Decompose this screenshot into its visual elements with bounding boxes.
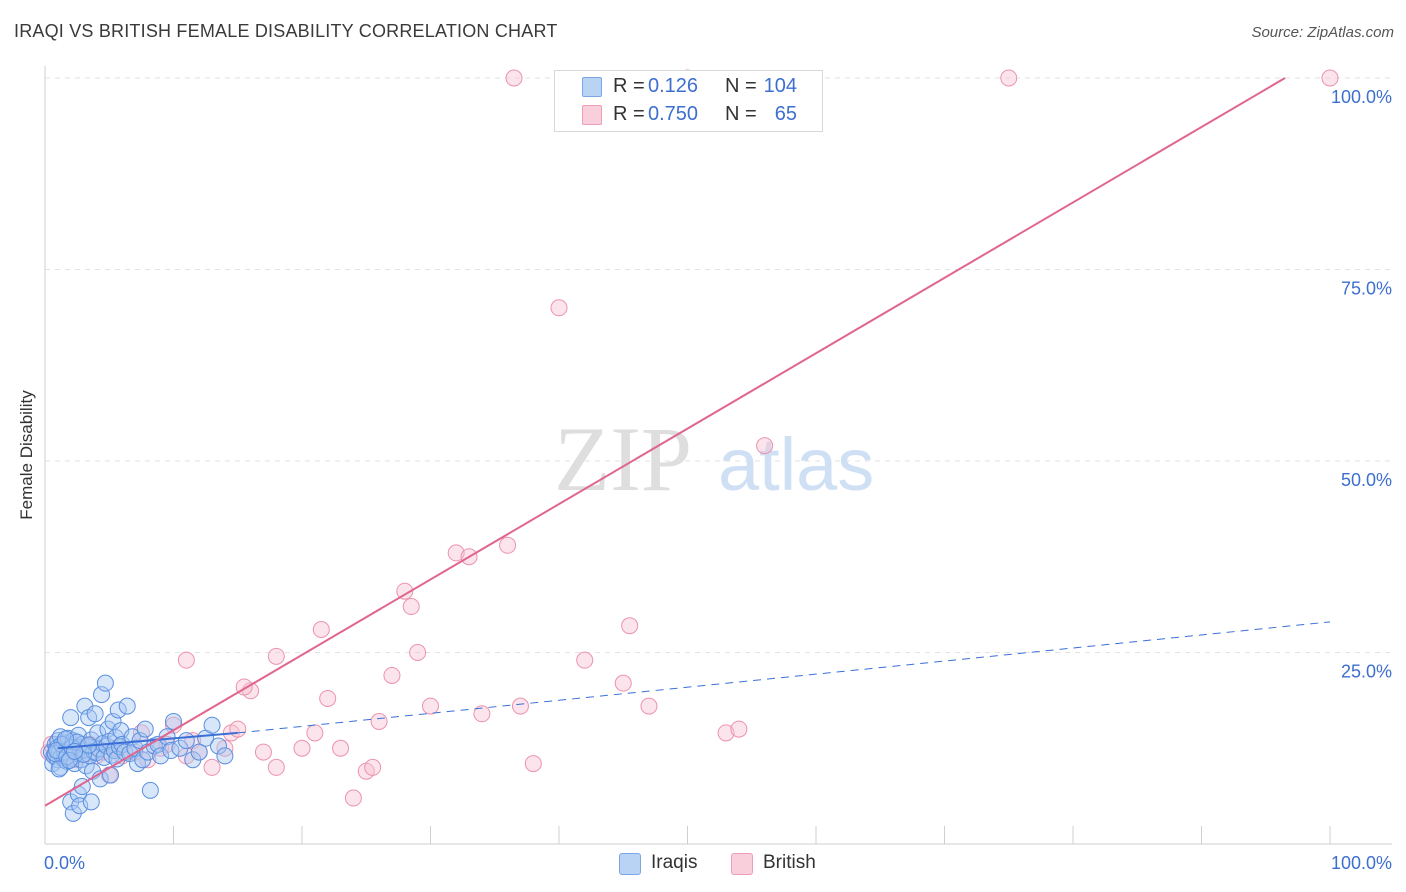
data-point-british [293,739,311,757]
legend-r-label: R = [613,103,645,125]
data-point-british [505,69,523,87]
data-point-british [1000,69,1018,87]
y-tick-label: 75.0% [1341,279,1392,299]
legend-swatch-iraqis [582,77,602,97]
data-point-british [254,743,272,761]
watermark-atlas: atlas [718,423,874,506]
data-point-iraqis [209,737,227,755]
legend-r-label: R = [613,75,645,97]
data-point-iraqis [118,697,136,715]
trend-line-iraqis [237,621,1331,734]
data-point-british [499,536,517,554]
data-point-iraqis [82,793,100,811]
data-point-iraqis [190,743,208,761]
y-tick-label: 50.0% [1341,470,1392,490]
source-label: Source: ZipAtlas.com [1251,24,1394,41]
legend-row-british: R = 0.750 N = 65 [555,101,822,129]
data-point-british [267,647,285,665]
data-point-iraqis [109,701,127,719]
data-point-british [550,299,568,317]
x-tick-label: 100.0% [1331,853,1392,873]
data-point-iraqis [216,747,234,765]
legend-swatch-iraqis [619,853,641,875]
data-point-british [511,697,529,715]
gridlines [45,77,1392,653]
axes [44,66,1392,845]
data-point-british [332,739,350,757]
watermark: ZIP atlas [554,408,874,510]
data-point-british [364,758,382,776]
legend-label-british: British [763,852,816,873]
data-point-iraqis [86,705,104,723]
data-point-iraqis [177,732,195,750]
legend-n-value: 65 [774,103,797,125]
chart-title: IRAQI VS BRITISH FEMALE DISABILITY CORRE… [14,21,558,41]
trend-lines [44,77,1331,807]
legend-n-label: N = [725,103,757,125]
data-point-british [177,651,195,669]
data-point-british [576,651,594,669]
data-point-british [306,724,324,742]
legend-r-value: 0.750 [648,103,699,125]
data-point-british [319,689,337,707]
trend-line-iraqis [57,731,238,750]
data-point-iraqis [141,781,159,799]
tick-labels: 25.0% 50.0% 75.0% 100.0% 0.0% 100.0% [44,87,1392,873]
series-iraqis [42,674,234,822]
data-point-british [524,755,542,773]
legend-swatch-british [731,853,753,875]
data-point-british [409,644,427,661]
data-point-iraqis [203,716,221,734]
y-tick-label: 25.0% [1341,662,1392,682]
data-point-british [621,617,639,635]
data-point-iraqis [62,709,80,727]
data-point-iraqis [93,686,111,704]
data-point-british [370,712,388,730]
legend-swatch-british [582,105,602,125]
data-point-british [447,544,465,562]
data-point-british [730,720,748,738]
data-point-british [396,582,414,600]
data-point-british [203,758,221,776]
x-tick-label: 0.0% [44,853,85,873]
data-point-iraqis [136,720,154,738]
correlation-legend: R = 0.126 N = 104 R = 0.750 N = 65 [554,70,823,132]
trend-line-british [44,77,1286,807]
data-point-british [756,437,774,455]
data-point-british [640,697,658,715]
legend-r-value: 0.126 [648,75,699,97]
legend-label-iraqis: Iraqis [651,852,698,873]
data-point-british [717,724,735,742]
data-point-iraqis [96,674,114,692]
data-point-british [402,598,420,616]
data-point-british [422,697,439,715]
legend-row-iraqis: R = 0.126 N = 104 [555,73,822,101]
data-point-british [473,705,491,723]
data-point-british [344,789,362,807]
data-point-british [229,720,247,738]
data-point-british [267,758,285,776]
data-point-british [614,674,632,692]
data-point-iraqis [152,747,170,765]
data-point-iraqis [60,752,78,770]
data-point-iraqis [107,729,125,747]
data-point-british [383,666,401,684]
legend-n-value: 104 [763,75,797,97]
legend-n-label: N = [725,75,757,97]
y-tick-label: 100.0% [1331,87,1392,107]
data-point-british [312,621,330,639]
data-point-british [1321,69,1339,87]
